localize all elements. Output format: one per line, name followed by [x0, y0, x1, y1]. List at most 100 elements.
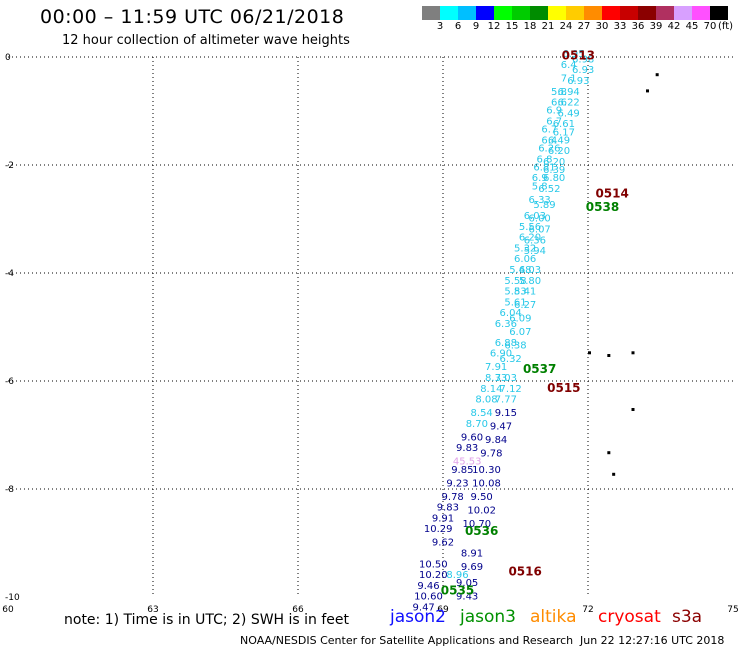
wave-height-value: 10.30	[472, 465, 501, 476]
x-tick-label: 69	[437, 605, 449, 615]
legend-entry-jason2: jason2	[390, 607, 446, 627]
wave-height-value: 9.60	[461, 432, 483, 443]
wave-height-value: 6.93	[567, 76, 589, 87]
wave-height-value: 6.20	[543, 157, 565, 168]
wave-height-value: 6.52	[538, 184, 560, 195]
colorbar-swatch	[638, 6, 656, 20]
pass-time-label: 0515	[547, 381, 580, 395]
wave-height-value: 6.49	[548, 135, 570, 146]
wave-height-value: 6.94	[558, 87, 580, 98]
colorbar-tick-label: 45	[685, 21, 699, 32]
colorbar-swatch	[458, 6, 476, 20]
map-subtitle: 12 hour collection of altimeter wave hei…	[62, 33, 350, 48]
colorbar-swatch	[566, 6, 584, 20]
x-tick-label: 72	[582, 605, 593, 615]
wave-height-value: 45.53	[453, 457, 482, 468]
colorbar-tick-label: 9	[472, 21, 480, 32]
wave-height-value: 10.20	[419, 570, 448, 581]
wave-height-value: 10.29	[424, 524, 453, 535]
wave-height-value: 7.77	[495, 395, 517, 406]
wave-height-value: 6.07	[509, 327, 531, 338]
y-tick-label: -8	[5, 485, 14, 495]
wave-height-value: 6.4	[541, 135, 557, 146]
legend-entry-cryosat: cryosat	[598, 607, 661, 627]
pass-time-label: 0514	[595, 186, 628, 200]
wave-height-value: 6.98	[572, 54, 594, 65]
legend-entry-s3a: s3a	[672, 607, 703, 627]
x-tick-label: 66	[292, 605, 304, 615]
wave-height-value: 9.62	[432, 538, 454, 549]
wave-height-value: 5.56	[519, 222, 541, 233]
wave-height-value: 8.14	[480, 384, 502, 395]
colorbar-tick-label: 18	[523, 21, 537, 32]
colorbar-swatch	[620, 6, 638, 20]
wave-height-value: 9.85	[451, 465, 473, 476]
wave-height-value: 10.50	[419, 559, 448, 570]
wave-height-value: 5.80	[519, 276, 541, 287]
y-tick-label: -2	[5, 161, 14, 171]
legend-entry-altika: altika	[530, 607, 577, 627]
island-marker	[631, 351, 635, 355]
colorbar	[422, 6, 728, 20]
wave-height-value: 6.26	[538, 144, 560, 155]
footer-note: note: 1) Time is in UTC; 2) SWH is in fe…	[64, 612, 350, 628]
wave-height-value: 6.22	[558, 98, 580, 109]
wave-height-value: 6.61	[553, 119, 575, 130]
pass-time-label: 0516	[508, 564, 541, 578]
wave-height-value: 5.61	[504, 297, 526, 308]
wave-height-value: 9.15	[495, 408, 517, 419]
colorbar-swatch	[656, 6, 674, 20]
colorbar-tick-label: 70	[703, 21, 717, 32]
wave-height-value: 6.38	[504, 341, 526, 352]
wave-height-value: 9.83	[456, 443, 478, 454]
wave-height-value: 7.1	[561, 73, 577, 84]
wave-height-value: 6.17	[553, 127, 575, 138]
wave-height-value: 6.88	[495, 338, 517, 349]
wave-height-value: 6.6	[551, 98, 567, 109]
wave-height-value: 5.8	[532, 181, 548, 192]
colorbar-swatch	[530, 6, 548, 20]
wave-height-value: 7.03	[495, 373, 517, 384]
wave-height-value: 6.9	[546, 106, 562, 117]
wave-height-value: 9.78	[442, 492, 464, 503]
wave-height-value: 6.4	[561, 60, 577, 71]
colorbar-tick-label: 27	[577, 21, 591, 32]
island-marker	[612, 472, 616, 476]
colorbar-labels: 3 6 9 12 15 18 21 24 27 30 33 36 39 42 45 70	[422, 21, 738, 35]
wave-height-value: 5.48	[509, 265, 531, 276]
colorbar-swatch	[584, 6, 602, 20]
wave-height-value: 6.49	[558, 108, 580, 119]
island-marker	[655, 73, 659, 77]
wave-height-value: 9.05	[456, 578, 478, 589]
colorbar-swatch	[602, 6, 620, 20]
colorbar-tick-label: 21	[541, 21, 555, 32]
wave-height-value: 6.36	[524, 235, 546, 246]
colorbar-tick-label: 24	[559, 21, 573, 32]
colorbar-swatch	[692, 6, 710, 20]
wave-height-value: 6.32	[500, 354, 522, 365]
wave-height-value: 6.00	[529, 214, 551, 225]
pass-time-label: 0538	[586, 200, 619, 214]
y-tick-label: -6	[5, 377, 14, 387]
wave-height-value: 5.89	[533, 200, 555, 211]
wave-height-value: 8.91	[461, 549, 483, 560]
pass-time-label: 0537	[523, 362, 556, 376]
island-marker	[646, 89, 649, 93]
generated-timestamp: Jun 22 12:27:16 UTC 2018	[580, 634, 725, 647]
wave-height-value: 6.39	[543, 165, 565, 176]
colorbar-swatch	[710, 6, 728, 20]
wave-height-value: 9.47	[490, 422, 512, 433]
colorbar-tick-label: 33	[613, 21, 627, 32]
y-tick-label: -4	[5, 269, 14, 279]
wave-height-value: 5.8	[551, 87, 567, 98]
y-tick-label: -10	[5, 593, 20, 603]
x-tick-label: 60	[2, 605, 14, 615]
wave-height-value: 10.08	[472, 478, 501, 489]
colorbar-swatch	[440, 6, 458, 20]
wave-height-value: 6.03	[524, 211, 546, 222]
wave-height-value: 9.46	[417, 581, 439, 592]
pass-time-label: 0536	[465, 524, 498, 538]
wave-height-value: 9.43	[456, 592, 478, 603]
credit-text: NOAA/NESDIS Center for Satellite Applica…	[240, 634, 574, 647]
wave-height-value: 9.91	[432, 513, 454, 524]
